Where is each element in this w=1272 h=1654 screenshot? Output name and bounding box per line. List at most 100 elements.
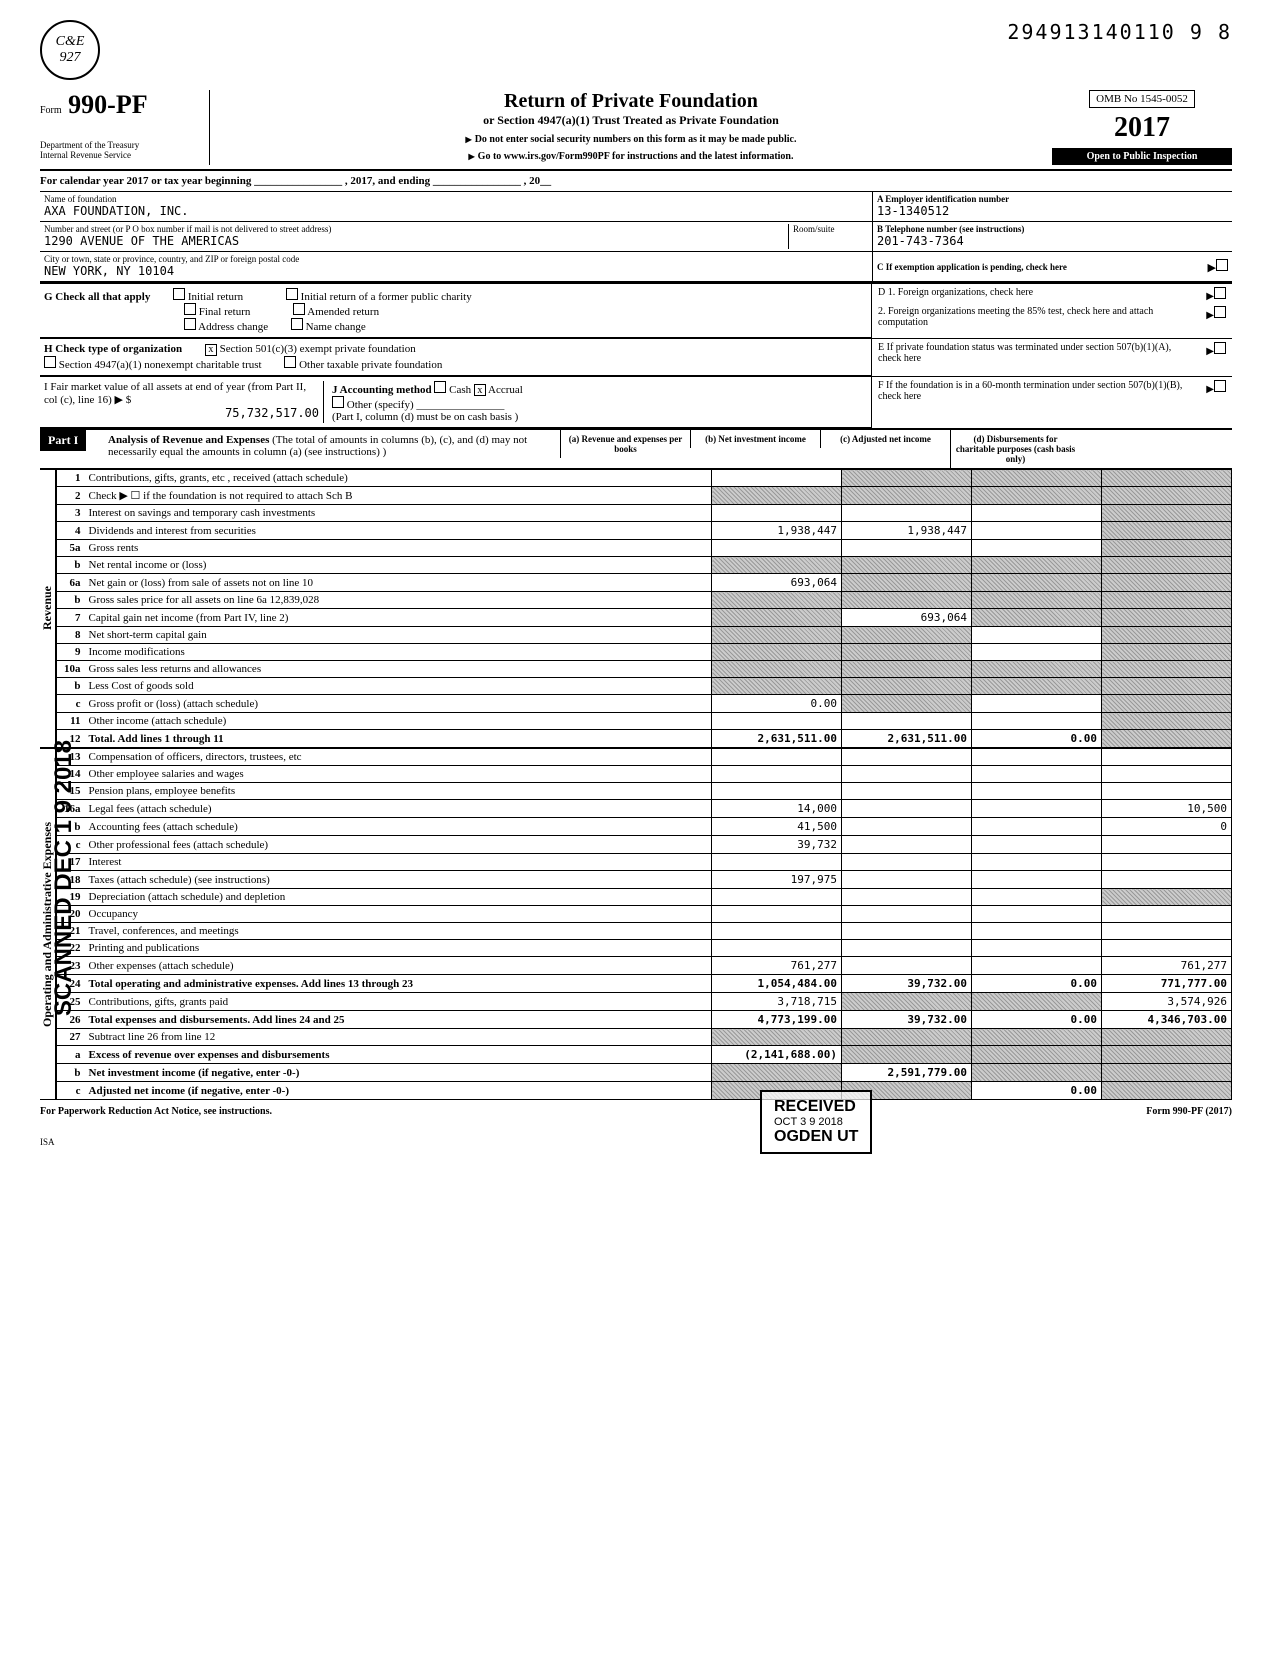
h-label: H Check type of organization [44, 343, 182, 355]
table-row: 19Depreciation (attach schedule) and dep… [57, 889, 1232, 906]
h-opt-1: Section 501(c)(3) exempt private foundat… [220, 343, 416, 355]
table-row: 16aLegal fees (attach schedule)14,00010,… [57, 800, 1232, 818]
g-opt-5: Name change [306, 321, 366, 333]
c-checkbox[interactable] [1216, 259, 1228, 271]
d2-cb[interactable] [1214, 306, 1226, 318]
g-cb-final[interactable] [184, 303, 196, 315]
e-label: E If private foundation status was termi… [878, 342, 1188, 373]
g-cb-name[interactable] [291, 318, 303, 330]
room-label: Room/suite [793, 224, 868, 234]
col-a-header: (a) Revenue and expenses per books [560, 430, 690, 458]
table-row: 1Contributions, gifts, grants, etc , rec… [57, 470, 1232, 487]
table-row: 25Contributions, gifts, grants paid3,718… [57, 993, 1232, 1011]
table-row: bGross sales price for all assets on lin… [57, 592, 1232, 609]
table-row: 8Net short-term capital gain [57, 627, 1232, 644]
h-cb-501c3[interactable]: x [205, 344, 217, 356]
fmv-value: 75,732,517.00 [44, 406, 319, 420]
f-label: F If the foundation is in a 60-month ter… [878, 380, 1188, 426]
table-row: cGross profit or (loss) (attach schedule… [57, 695, 1232, 713]
d2-label: 2. Foreign organizations meeting the 85%… [878, 306, 1178, 328]
instr-2: Go to www.irs.gov/Form990PF for instruct… [220, 151, 1042, 162]
part1-label: Part I [40, 430, 86, 451]
circle-text-1: C&E [56, 34, 85, 50]
table-row: 7Capital gain net income (from Part IV, … [57, 609, 1232, 627]
paperwork-notice: For Paperwork Reduction Act Notice, see … [40, 1106, 272, 1117]
g-cb-amended[interactable] [293, 303, 305, 315]
ein-value: 13-1340512 [877, 204, 1228, 218]
revenue-section: Revenue 1Contributions, gifts, grants, e… [40, 469, 1232, 748]
isa-label: ISA [40, 1137, 1232, 1147]
j-accrual-label: Accrual [488, 384, 523, 396]
g-label: G Check all that apply [44, 291, 150, 303]
form-ref: Form 990-PF (2017) [1146, 1106, 1232, 1117]
name-label: Name of foundation [44, 194, 868, 204]
table-row: cOther professional fees (attach schedul… [57, 836, 1232, 854]
table-row: 20Occupancy [57, 906, 1232, 923]
circle-text-2: 927 [60, 50, 81, 66]
col-c-header: (c) Adjusted net income [820, 430, 950, 448]
h-cb-other[interactable] [284, 356, 296, 368]
h-opt-3: Other taxable private foundation [299, 359, 442, 371]
table-row: 10aGross sales less returns and allowanc… [57, 661, 1232, 678]
table-row: 13Compensation of officers, directors, t… [57, 749, 1232, 766]
f-cb[interactable] [1214, 380, 1226, 392]
g-opt-0: Initial return [188, 291, 243, 303]
j-cash-label: Cash [449, 384, 471, 396]
table-row: bNet rental income or (loss) [57, 557, 1232, 574]
table-row: 12Total. Add lines 1 through 112,631,511… [57, 730, 1232, 748]
sub-title: or Section 4947(a)(1) Trust Treated as P… [220, 113, 1042, 128]
footer: For Paperwork Reduction Act Notice, see … [40, 1106, 1232, 1117]
g-cb-address[interactable] [184, 318, 196, 330]
table-row: bAccounting fees (attach schedule)41,500… [57, 818, 1232, 836]
section-i: I Fair market value of all assets at end… [40, 377, 872, 429]
expenses-table: 13Compensation of officers, directors, t… [56, 748, 1232, 1100]
table-row: 5aGross rents [57, 540, 1232, 557]
table-row: 2Check ▶ ☐ if the foundation is not requ… [57, 487, 1232, 505]
entity-info: Name of foundation AXA FOUNDATION, INC. … [40, 192, 1232, 284]
table-row: 6aNet gain or (loss) from sale of assets… [57, 574, 1232, 592]
section-e: E If private foundation status was termi… [872, 339, 1232, 376]
city-label: City or town, state or province, country… [44, 254, 868, 264]
e-cb[interactable] [1214, 342, 1226, 354]
table-row: 24Total operating and administrative exp… [57, 975, 1232, 993]
j-cb-other[interactable] [332, 396, 344, 408]
part1-title: Analysis of Revenue and Expenses [108, 434, 269, 446]
table-row: 18Taxes (attach schedule) (see instructi… [57, 871, 1232, 889]
omb-number: OMB No 1545-0052 [1089, 90, 1195, 108]
table-row: 27Subtract line 26 from line 12 [57, 1029, 1232, 1046]
d1-cb[interactable] [1214, 287, 1226, 299]
phone-value: 201-743-7364 [877, 234, 1228, 248]
phone-label: B Telephone number (see instructions) [877, 224, 1228, 234]
city-state-zip: NEW YORK, NY 10104 [44, 264, 868, 278]
g-cb-initial[interactable] [173, 288, 185, 300]
dln-number: 294913140110 9 8 [1007, 20, 1232, 44]
g-opt-4: Address change [198, 321, 268, 333]
instr-1: Do not enter social security numbers on … [220, 134, 1042, 145]
section-g: G Check all that apply Initial return In… [40, 284, 872, 338]
h-checked-mark: x [208, 344, 213, 355]
section-f: F If the foundation is in a 60-month ter… [872, 377, 1232, 429]
table-row: 11Other income (attach schedule) [57, 713, 1232, 730]
section-d: D 1. Foreign organizations, check here▶ … [872, 284, 1232, 338]
form-number: 990-PF [68, 90, 147, 119]
expenses-section: Operating and Administrative Expenses 13… [40, 748, 1232, 1100]
table-row: 15Pension plans, employee benefits [57, 783, 1232, 800]
g-cb-former[interactable] [286, 288, 298, 300]
g-opt-1: Initial return of a former public charit… [301, 291, 472, 303]
col-d-header: (d) Disbursements for charitable purpose… [950, 430, 1080, 468]
circle-stamp: C&E 927 [40, 20, 100, 80]
form-prefix: Form [40, 105, 62, 116]
calendar-year-line: For calendar year 2017 or tax year begin… [40, 171, 1232, 192]
j-cb-accrual[interactable]: x [474, 384, 486, 396]
received-date: OCT 3 9 2018 [774, 1116, 858, 1128]
j-cb-cash[interactable] [434, 381, 446, 393]
addr-label: Number and street (or P O box number if … [44, 224, 788, 234]
d1-label: D 1. Foreign organizations, check here [878, 287, 1033, 302]
h-cb-4947[interactable] [44, 356, 56, 368]
table-row: 26Total expenses and disbursements. Add … [57, 1011, 1232, 1029]
table-row: 4Dividends and interest from securities1… [57, 522, 1232, 540]
col-b-header: (b) Net investment income [690, 430, 820, 448]
g-opt-3: Amended return [307, 306, 379, 318]
top-row: C&E 927 294913140110 9 8 [40, 20, 1232, 80]
c-label: C If exemption application is pending, c… [877, 262, 1067, 272]
